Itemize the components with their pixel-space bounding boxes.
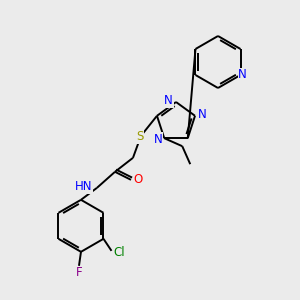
Text: S: S <box>136 130 144 143</box>
Text: O: O <box>134 173 142 186</box>
Text: N: N <box>198 108 207 121</box>
Text: HN: HN <box>74 180 92 193</box>
Text: N: N <box>164 94 173 107</box>
Text: N: N <box>154 133 162 146</box>
Text: Cl: Cl <box>114 246 125 259</box>
Text: N: N <box>238 68 247 82</box>
Text: F: F <box>76 266 82 279</box>
